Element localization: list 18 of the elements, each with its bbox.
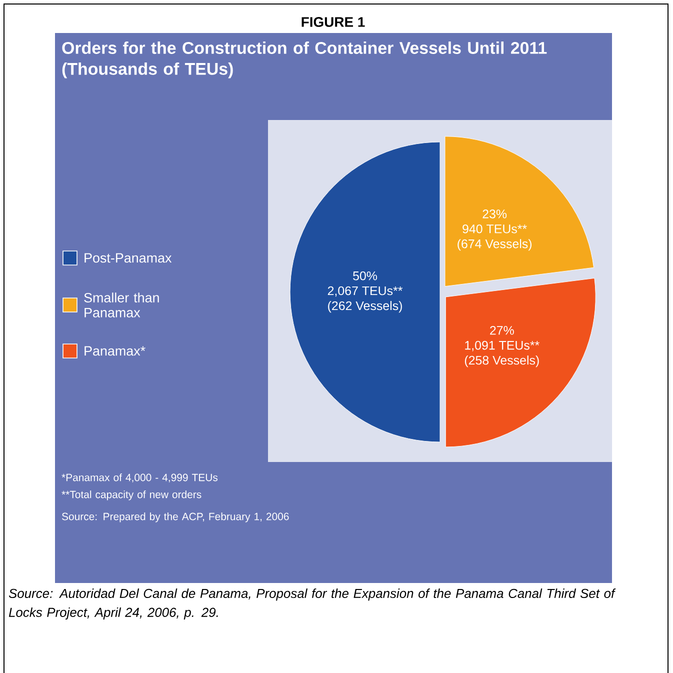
chart-subtitle: Orders for the Construction of Container Vessels Until 2011 (Thousands of TEUs) — [62, 42, 547, 78]
text: 2,067 TEUs** — [328, 286, 403, 297]
text: Source: Autoridad Del Canal de Panama, Proposal for the Expansion of the Panama Canal Third Set of Locks Project, April 24, 2006, p. 29. — [8, 588, 616, 620]
text: 940 TEUs** — [462, 224, 527, 234]
data-label: 23% — [482, 210, 507, 218]
data-label: 50% — [353, 271, 378, 280]
text: (674 Vessels) — [458, 239, 532, 251]
source-note: Source: Prepared by the ACP, February 1, 2006 — [62, 512, 289, 522]
text: 1,091 TEUs** — [465, 340, 540, 352]
legend-label: Panamax* — [84, 346, 146, 356]
chart-title: FIGURE 1 — [302, 17, 365, 27]
text: **Total capacity of new orders — [62, 490, 202, 500]
text: (262 Vessels) — [328, 300, 402, 313]
text: *Panamax of 4,000 - 4,999 TEUs — [62, 474, 218, 482]
data-label: 27% — [490, 326, 514, 335]
legend-label: Post-Panamax — [84, 253, 172, 263]
text: (258 Vessels) — [464, 356, 539, 368]
legend-label: Smaller than Panamax — [84, 292, 159, 318]
